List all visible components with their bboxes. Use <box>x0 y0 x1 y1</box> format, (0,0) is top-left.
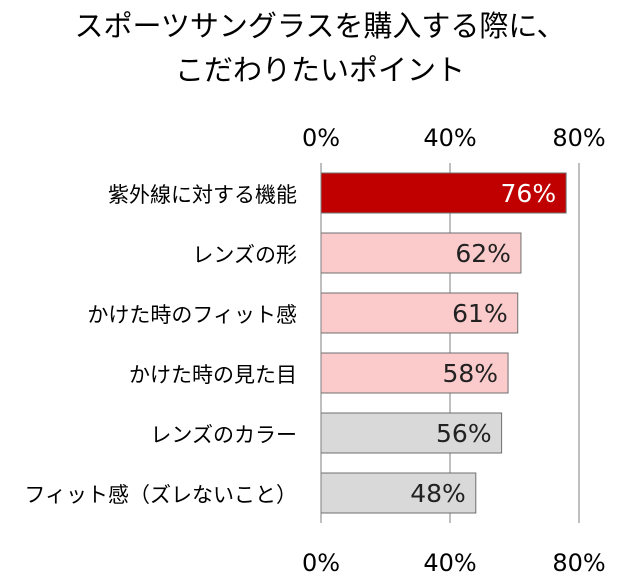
category-label: 紫外線に対する機能 <box>108 183 297 207</box>
x-tick-label-top: 40% <box>423 124 476 152</box>
x-tick-label-bottom: 40% <box>423 549 476 577</box>
bar <box>320 232 522 274</box>
data-label: 48% <box>410 479 466 508</box>
x-tick-label-top: 0% <box>302 124 340 152</box>
data-label: 58% <box>442 359 498 388</box>
bar <box>320 352 509 394</box>
chart-title-line-2: こだわりたいポイント <box>174 53 465 87</box>
x-tick-label-bottom: 80% <box>552 549 605 577</box>
category-label: フィット感（ズレないこと） <box>24 483 297 507</box>
bar <box>320 412 503 454</box>
x-tick-label-top: 80% <box>552 124 605 152</box>
chart-title-line-1: スポーツサングラスを購入する際に、 <box>74 9 566 43</box>
data-label: 76% <box>501 179 557 208</box>
bar <box>320 292 519 334</box>
data-label: 62% <box>455 239 511 268</box>
bar <box>320 472 477 514</box>
category-label: レンズのカラー <box>150 423 297 447</box>
category-label: レンズの形 <box>192 243 297 267</box>
x-tick-label-bottom: 0% <box>302 549 340 577</box>
data-label: 56% <box>436 419 492 448</box>
category-label: かけた時の見た目 <box>129 363 297 387</box>
category-label: かけた時のフィット感 <box>87 303 297 327</box>
data-label: 61% <box>452 299 508 328</box>
